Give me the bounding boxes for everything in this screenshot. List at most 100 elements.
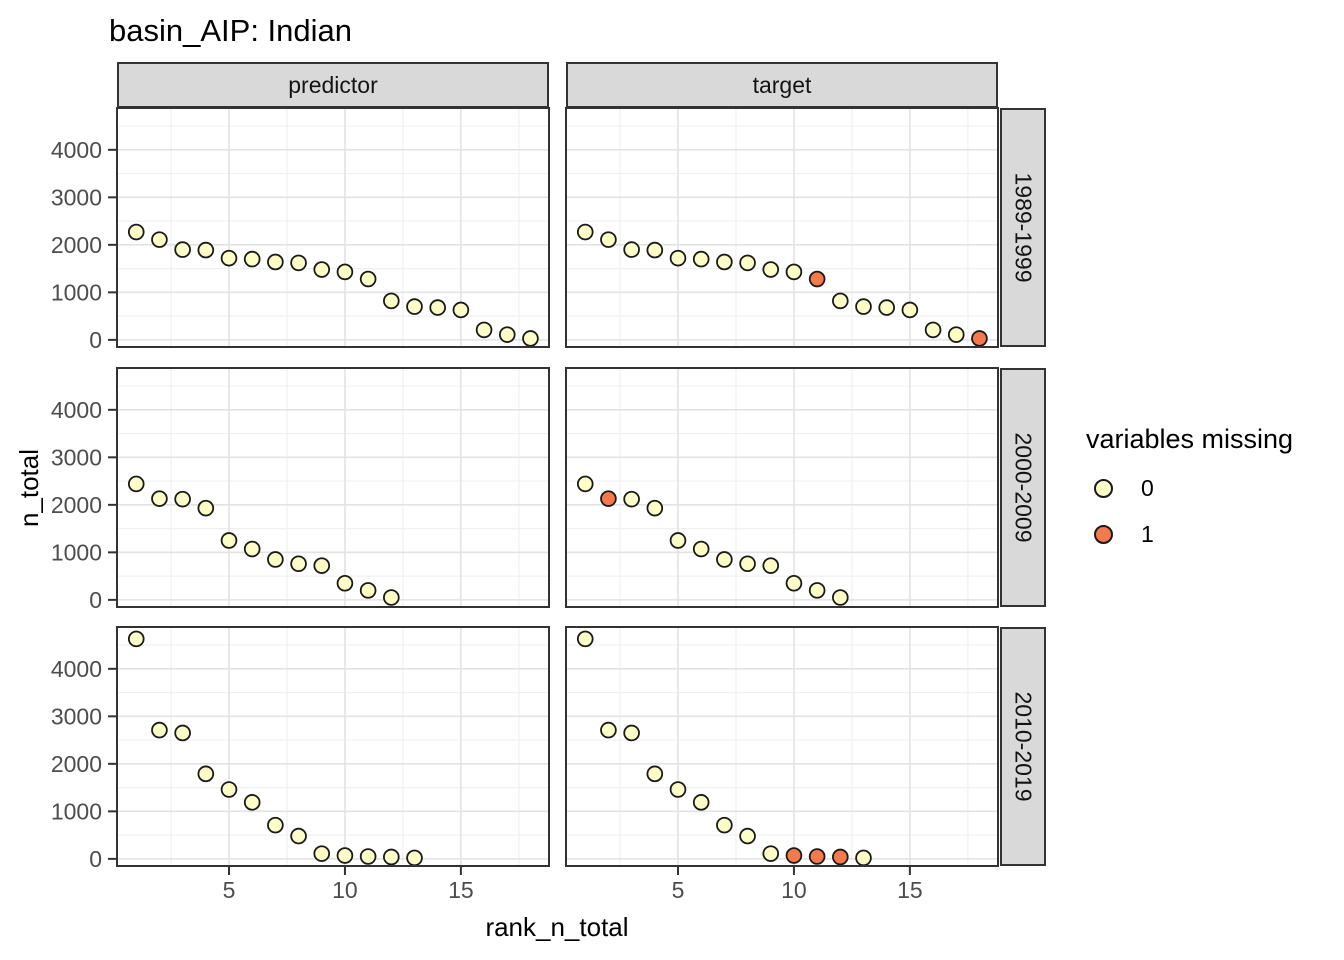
data-point-rank-9 [313, 557, 331, 574]
data-point-rank-11 [359, 582, 377, 599]
data-point-rank-16 [924, 321, 942, 339]
x-tick-label: 5 [223, 877, 236, 903]
y-tick-label: 4000 [51, 137, 102, 163]
data-point-rank-12 [383, 589, 400, 606]
facet-strip-2010-2019: 2010-2019 [1000, 627, 1046, 866]
y-tick-label: 2000 [51, 492, 102, 518]
data-point-rank-12 [832, 848, 849, 866]
data-point-rank-8 [739, 555, 756, 573]
data-point-rank-11 [808, 582, 826, 599]
panel-target-1989-1999 [565, 107, 999, 348]
data-point-rank-6 [692, 540, 710, 558]
data-point-rank-16 [475, 321, 493, 339]
data-point-rank-5 [220, 781, 238, 798]
panel-target-2010-2019 [565, 626, 999, 867]
data-point-rank-13 [406, 849, 423, 867]
data-point-rank-4 [197, 765, 215, 783]
data-point-rank-11 [359, 270, 377, 288]
facet-strip-2010-2019-label: 2010-2019 [1010, 691, 1037, 802]
data-point-rank-8 [739, 827, 756, 845]
data-point-rank-9 [762, 557, 780, 574]
data-point-rank-13 [855, 849, 872, 867]
y-tick-label: 1000 [51, 798, 102, 824]
data-point-rank-5 [669, 532, 687, 549]
data-point-rank-13 [406, 298, 423, 315]
panel-border [565, 107, 999, 348]
data-point-rank-6 [243, 250, 261, 268]
data-point-rank-11 [808, 848, 826, 865]
data-point-rank-18 [971, 330, 988, 347]
data-point-rank-12 [832, 589, 849, 606]
data-point-rank-3 [623, 241, 640, 258]
y-axis-title: n_total [14, 448, 44, 528]
data-point-rank-12 [383, 292, 400, 310]
data-point-rank-18 [522, 330, 539, 347]
data-point-rank-7 [716, 551, 733, 568]
data-point-rank-7 [716, 253, 733, 271]
facet-strip-1989-1999-label: 1989-1999 [1010, 172, 1037, 283]
data-point-rank-2 [151, 231, 168, 248]
legend-key-circle-1 [1094, 524, 1113, 544]
data-point-rank-8 [739, 254, 756, 272]
legend: variables missing 0 1 [1086, 424, 1293, 563]
data-point-rank-7 [716, 816, 733, 834]
data-point-rank-8 [290, 555, 307, 573]
legend-item-1: 1 [1086, 517, 1293, 551]
data-point-rank-1 [127, 630, 145, 648]
data-point-rank-10 [785, 574, 803, 592]
facet-strip-predictor: predictor [117, 62, 549, 108]
data-point-rank-4 [646, 241, 664, 259]
data-point-rank-3 [174, 241, 191, 258]
legend-title: variables missing [1086, 424, 1294, 454]
y-tick-label: 2000 [51, 232, 102, 258]
data-point-rank-8 [290, 254, 307, 272]
data-point-rank-1 [576, 475, 594, 493]
data-point-rank-3 [174, 724, 191, 742]
panel-predictor-2000-2009 [116, 367, 550, 608]
facet-strip-2000-2009: 2000-2009 [1000, 368, 1046, 607]
legend-item-0-label: 0 [1141, 474, 1154, 501]
y-tick-label: 0 [89, 327, 102, 353]
y-tick-label: 4000 [51, 656, 102, 682]
data-point-rank-12 [832, 292, 849, 310]
y-tick-label: 4000 [51, 397, 102, 423]
x-tick-label: 10 [332, 877, 358, 903]
x-tick-label: 15 [897, 877, 923, 903]
data-point-rank-2 [600, 231, 617, 248]
y-tick-label: 0 [89, 587, 102, 613]
data-point-rank-1 [576, 630, 594, 648]
data-point-rank-12 [383, 848, 400, 866]
data-point-rank-7 [267, 253, 284, 271]
data-point-rank-6 [692, 250, 710, 268]
data-point-rank-7 [267, 816, 284, 834]
data-point-rank-17 [947, 326, 965, 343]
panel-target-2000-2009 [565, 367, 999, 608]
y-tick-label: 3000 [51, 444, 102, 470]
data-point-rank-2 [151, 490, 168, 507]
data-point-rank-4 [646, 499, 664, 517]
data-point-rank-9 [762, 261, 780, 278]
x-tick-label: 5 [672, 877, 685, 903]
data-point-rank-1 [127, 475, 145, 493]
data-point-rank-15 [452, 301, 470, 319]
data-point-rank-2 [600, 721, 617, 739]
data-point-rank-4 [197, 241, 215, 259]
legend-item-1-label: 1 [1141, 520, 1154, 547]
data-point-rank-2 [600, 490, 617, 507]
panel-border [116, 367, 550, 608]
data-point-rank-4 [197, 499, 215, 517]
plot-title: basin_AIP: Indian [109, 13, 353, 48]
data-point-rank-15 [901, 301, 919, 319]
data-point-rank-6 [243, 540, 261, 558]
data-point-rank-2 [151, 721, 168, 739]
data-point-rank-10 [785, 847, 803, 864]
facet-strip-2000-2009-label: 2000-2009 [1010, 432, 1037, 543]
data-point-rank-11 [808, 270, 826, 288]
data-point-rank-5 [220, 249, 238, 267]
facet-strip-1989-1999: 1989-1999 [1000, 108, 1046, 347]
panel-predictor-2010-2019 [116, 626, 550, 867]
data-point-rank-1 [576, 223, 594, 241]
y-tick-label: 1000 [51, 279, 102, 305]
